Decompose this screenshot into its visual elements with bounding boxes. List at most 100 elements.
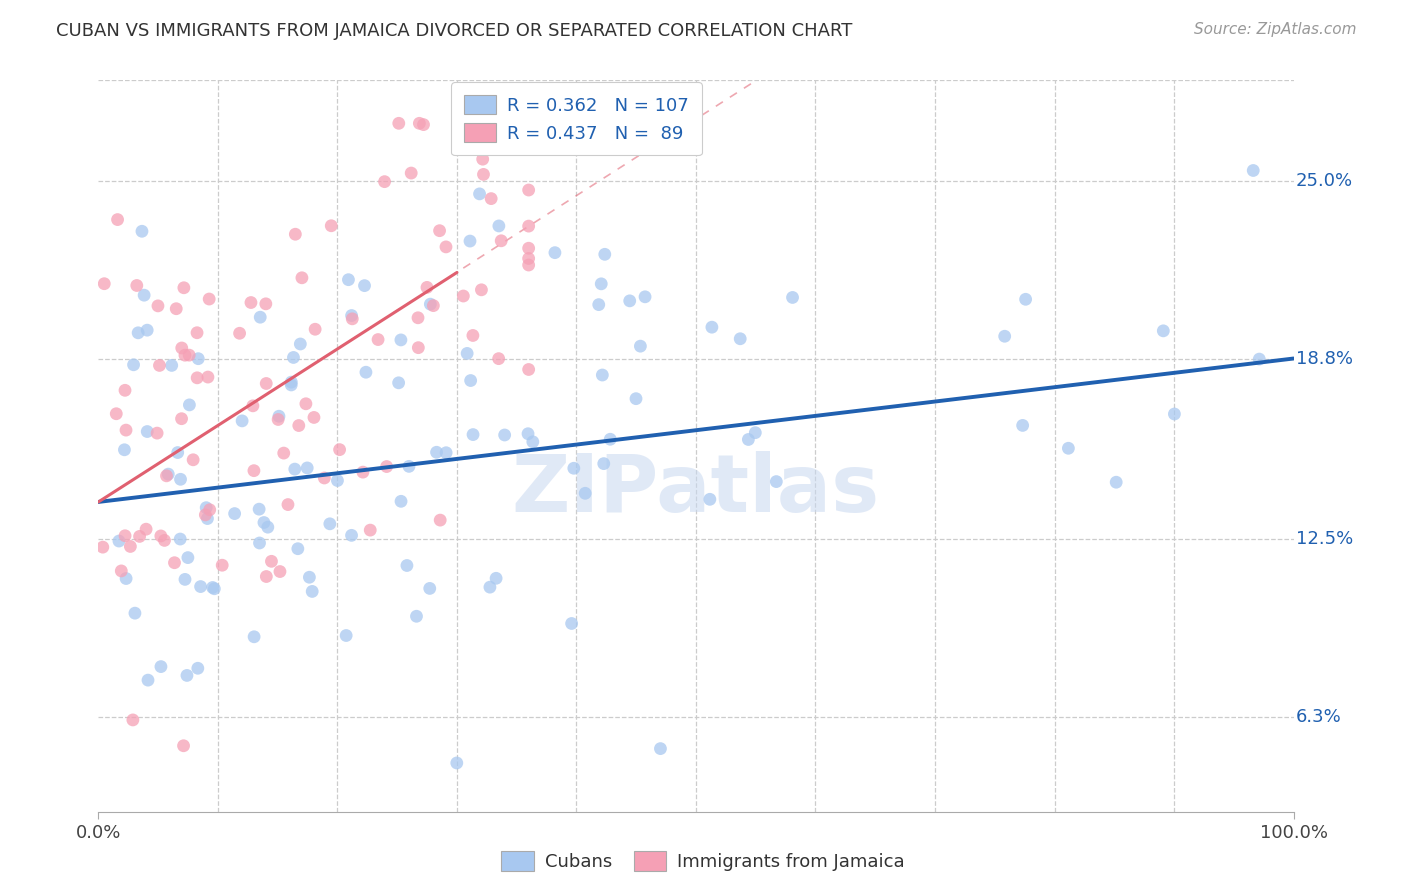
Point [429, 513, 451, 527]
Point [291, 270, 314, 285]
Point [314, 471, 336, 485]
Point [108, 534, 131, 549]
Point [174, 573, 197, 587]
Point [461, 328, 484, 343]
Point [728, 332, 751, 346]
Point [489, 234, 512, 248]
Text: 25.0%: 25.0% [1296, 171, 1353, 190]
Point [737, 433, 759, 447]
Point [488, 351, 510, 366]
Point [148, 359, 170, 373]
Point [115, 572, 138, 586]
Point [628, 339, 651, 353]
Point [201, 581, 224, 595]
Point [114, 529, 136, 543]
Point [329, 442, 352, 457]
Point [592, 457, 614, 471]
Point [353, 278, 375, 293]
Point [173, 739, 195, 753]
Point [112, 442, 135, 457]
Point [434, 240, 457, 254]
Point [181, 452, 204, 467]
Point [169, 532, 191, 546]
Point [273, 446, 295, 460]
Point [488, 116, 510, 130]
Point [280, 378, 302, 392]
Point [1241, 163, 1264, 178]
Point [517, 426, 540, 441]
Point [434, 446, 457, 460]
Point [297, 461, 319, 475]
Point [422, 299, 444, 313]
Point [187, 351, 209, 366]
Point [301, 584, 323, 599]
Point [298, 570, 321, 584]
Point [472, 168, 495, 182]
Point [302, 410, 325, 425]
Point [198, 502, 221, 516]
Point [146, 426, 169, 441]
Point [416, 280, 439, 294]
Point [468, 186, 491, 201]
Point [166, 445, 188, 459]
Point [561, 616, 583, 631]
Point [446, 756, 468, 770]
Point [177, 550, 200, 565]
Point [517, 219, 540, 233]
Point [153, 533, 176, 548]
Point [388, 376, 411, 390]
Point [160, 359, 183, 373]
Point [197, 370, 219, 384]
Point [419, 582, 441, 596]
Point [485, 571, 508, 585]
Point [288, 418, 311, 433]
Point [406, 310, 429, 325]
Point [335, 628, 357, 642]
Point [120, 540, 142, 554]
Point [458, 234, 481, 248]
Point [1163, 407, 1185, 421]
Point [249, 310, 271, 325]
Point [562, 461, 585, 475]
Point [471, 152, 494, 166]
Point [155, 468, 177, 483]
Point [165, 301, 187, 316]
Point [197, 511, 219, 525]
Point [267, 409, 290, 424]
Point [174, 348, 197, 362]
Point [127, 326, 149, 340]
Point [247, 502, 270, 516]
Point [284, 462, 307, 476]
Point [700, 320, 723, 334]
Point [494, 428, 516, 442]
Point [280, 375, 302, 389]
Text: 18.8%: 18.8% [1296, 350, 1353, 368]
Point [388, 116, 411, 130]
Text: 6.3%: 6.3% [1296, 708, 1341, 726]
Legend: Cubans, Immigrants from Jamaica: Cubans, Immigrants from Jamaica [494, 844, 912, 879]
Point [231, 414, 253, 428]
Point [1105, 475, 1128, 490]
Point [574, 486, 596, 500]
Point [114, 384, 136, 398]
Point [198, 292, 221, 306]
Point [337, 273, 360, 287]
Point [488, 219, 510, 233]
Point [170, 411, 193, 425]
Point [243, 464, 266, 478]
Point [195, 500, 218, 515]
Point [326, 474, 349, 488]
Point [593, 247, 616, 261]
Point [187, 661, 209, 675]
Point [267, 412, 290, 426]
Point [1057, 442, 1080, 456]
Point [544, 245, 567, 260]
Point [131, 224, 153, 238]
Point [91, 540, 114, 554]
Point [412, 118, 434, 132]
Point [173, 281, 195, 295]
Point [517, 252, 540, 266]
Point [136, 673, 159, 687]
Point [256, 520, 278, 534]
Point [125, 278, 148, 293]
